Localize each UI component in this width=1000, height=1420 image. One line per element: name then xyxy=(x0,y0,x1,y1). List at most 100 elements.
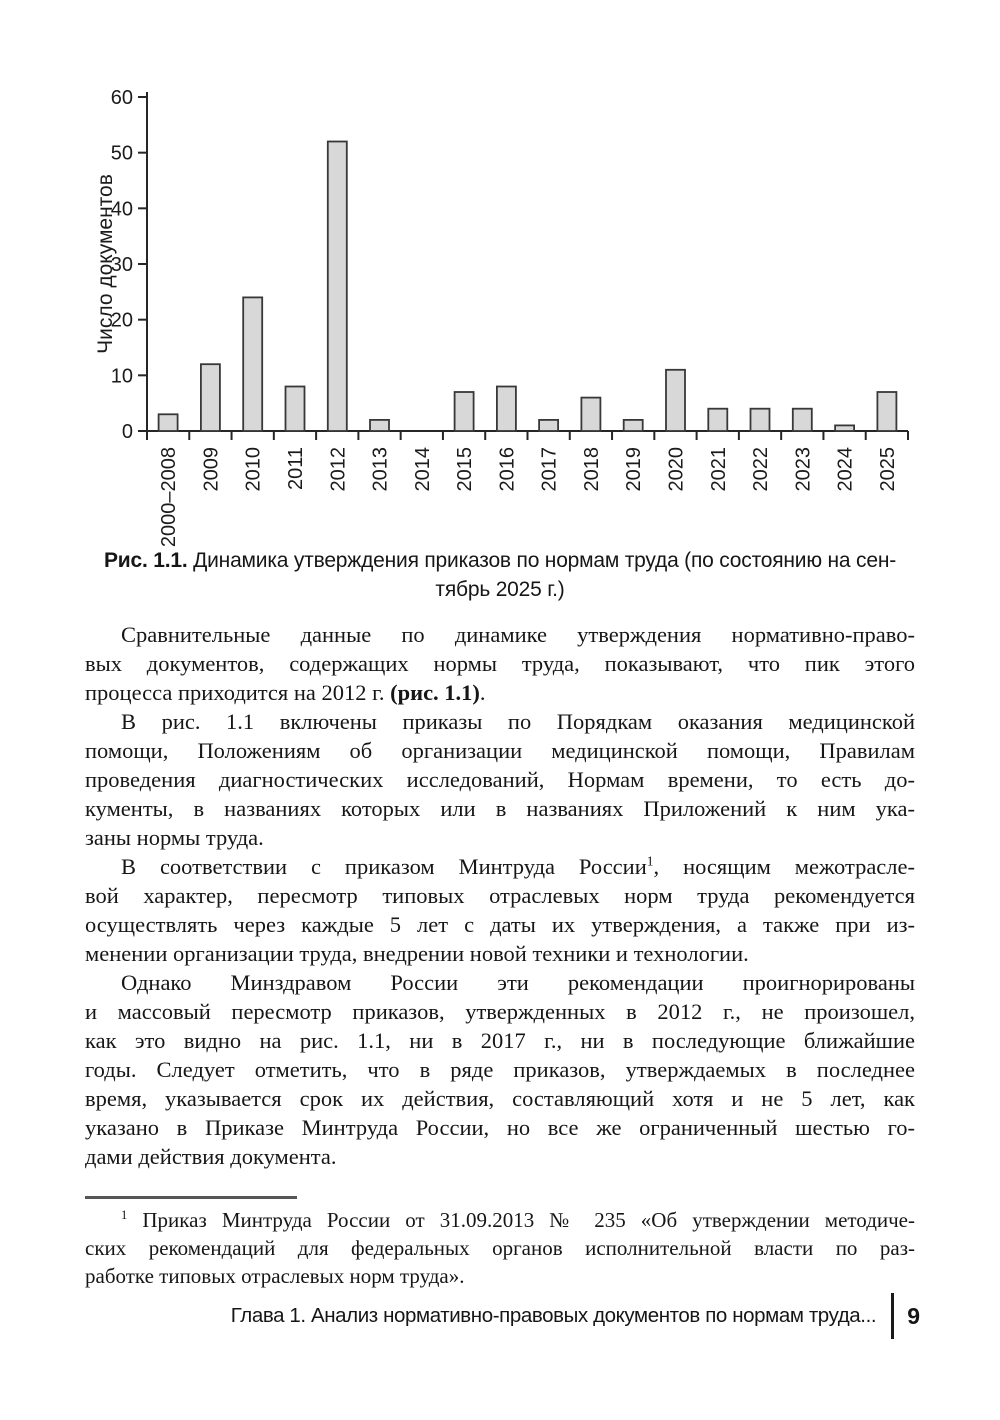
page-number: 9 xyxy=(907,1302,920,1329)
bar-2020 xyxy=(665,368,686,432)
y-tick-label: 10 xyxy=(111,365,133,387)
text-line: В рис. 1.1 включены приказы по Порядкам … xyxy=(85,707,915,736)
paragraph: Сравнительные данные по динамике утвержд… xyxy=(85,620,915,707)
text-segment: менении организации труда, внедрении нов… xyxy=(85,941,749,966)
footnote-marker: 1 xyxy=(646,853,654,869)
x-tick-label: 2011 xyxy=(285,447,307,490)
x-tick-label: 2021 xyxy=(708,447,730,492)
paragraph: Однако Минздравом России эти рекомендаци… xyxy=(85,968,915,1171)
x-tick-label: 2017 xyxy=(539,447,561,492)
text-segment: проведения диагностических исследований,… xyxy=(85,767,915,792)
text-segment: вых документов, содержащих нормы труда, … xyxy=(85,651,915,676)
bar-2012 xyxy=(326,140,348,432)
text-line: и массовый пересмотр приказов, утвержден… xyxy=(85,997,915,1026)
bars xyxy=(157,140,898,432)
caption-line-2: тябрь 2025 г.) xyxy=(435,578,565,601)
caption-label: Рис. 1.1. xyxy=(103,549,188,572)
text-line: дами действия документа. xyxy=(85,1142,915,1171)
x-tick-label: 2019 xyxy=(623,447,645,492)
text-segment: ских рекомендаций для федеральных органо… xyxy=(85,1236,915,1260)
x-tick-label: 2023 xyxy=(792,447,814,492)
x-tick-label: 2009 xyxy=(200,447,222,492)
y-axis-title: Число документов xyxy=(94,174,117,354)
text-line: указано в Приказе Минтруда России, но вс… xyxy=(85,1113,915,1142)
y-tick-label: 60 xyxy=(111,87,133,109)
running-title: Глава 1. Анализ нормативно-правовых доку… xyxy=(230,1304,877,1327)
bar-2019 xyxy=(622,418,644,432)
body-text: Сравнительные данные по динамике утвержд… xyxy=(85,620,915,1171)
text-segment: заны нормы труда. xyxy=(85,825,264,850)
bar-2023 xyxy=(791,407,813,432)
x-tick-label: 2015 xyxy=(454,447,476,492)
x-tick-label: 2024 xyxy=(835,447,857,492)
text-line: процесса приходится на 2012 г. (рис. 1.1… xyxy=(85,678,915,707)
bar-2021 xyxy=(707,407,729,432)
bar-2015 xyxy=(453,391,475,432)
x-tick-label: 2012 xyxy=(327,447,349,492)
bar-2011 xyxy=(284,385,306,432)
x-tick-label: 2000–2008 xyxy=(158,447,180,547)
x-tick-label: 2014 xyxy=(412,447,434,492)
text-line: осуществлять через каждые 5 лет с даты и… xyxy=(85,910,915,939)
footnote-separator xyxy=(85,1196,297,1199)
figure-caption: Рис. 1.1. Динамика утверждения приказов … xyxy=(85,546,915,604)
page-footer: Глава 1. Анализ нормативно-правовых доку… xyxy=(231,1292,920,1340)
x-axis xyxy=(146,431,909,440)
text-line: 1 Приказ Минтруда России от 31.09.2013 №… xyxy=(85,1206,915,1234)
bar-2009 xyxy=(199,363,221,432)
text-line: вых документов, содержащих нормы труда, … xyxy=(85,649,915,678)
text-segment: дами действия документа. xyxy=(85,1144,337,1169)
text-segment: кументы, в названиях которых или в назва… xyxy=(85,796,915,821)
text-segment: как это видно на рис. 1.1, ни в 2017 г.,… xyxy=(85,1028,915,1053)
text-line: годы. Следует отметить, что в ряде прика… xyxy=(85,1055,915,1084)
y-tick-label: 30 xyxy=(111,254,133,276)
text-segment: (рис. 1.1) xyxy=(390,680,480,705)
x-tick-label: 2020 xyxy=(666,447,688,492)
text-line: работке типовых отраслевых норм труда». xyxy=(85,1262,915,1290)
text-line: заны нормы труда. xyxy=(85,823,915,852)
text-segment: вой характер, пересмотр типовых отраслев… xyxy=(85,883,915,908)
text-segment: . xyxy=(479,680,486,705)
y-tick-label: 40 xyxy=(111,198,133,220)
text-segment: процесса приходится на 2012 г. xyxy=(85,680,391,705)
text-line: менении организации труда, внедрении нов… xyxy=(85,939,915,968)
footnote: 1 Приказ Минтруда России от 31.09.2013 №… xyxy=(85,1206,915,1290)
text-segment: работке типовых отраслевых норм труда». xyxy=(85,1264,465,1288)
text-segment: и массовый пересмотр приказов, утвержден… xyxy=(85,999,915,1024)
text-segment: В соответствии с приказом Минтруда Росси… xyxy=(121,854,647,879)
bar-2000–2008 xyxy=(157,413,179,432)
y-axis: 0 10 20 30 40 50 60 xyxy=(111,87,147,443)
text-line: ских рекомендаций для федеральных органо… xyxy=(85,1234,915,1262)
bar-2013 xyxy=(369,418,390,432)
paragraph: В рис. 1.1 включены приказы по Порядкам … xyxy=(85,707,915,852)
caption-line-1: Рис. 1.1. Динамика утверждения приказов … xyxy=(85,546,915,575)
text-line: время, указывается срок их действия, сос… xyxy=(85,1084,915,1113)
bar-2024 xyxy=(834,424,855,432)
x-tick-label: 2013 xyxy=(370,447,392,492)
y-tick-label: 20 xyxy=(111,310,133,332)
bar-2025 xyxy=(876,391,898,432)
bar-2022 xyxy=(749,407,771,432)
text-line: как это видно на рис. 1.1, ни в 2017 г.,… xyxy=(85,1026,915,1055)
footnote-marker: 1 xyxy=(121,1208,128,1222)
text-line: Сравнительные данные по динамике утвержд… xyxy=(85,620,915,649)
text-segment: Приказ Минтруда России от 31.09.2013 № 2… xyxy=(127,1208,915,1232)
bar-2010 xyxy=(242,296,264,432)
bar-2017 xyxy=(538,418,560,432)
text-segment: Однако Минздравом России эти рекомендаци… xyxy=(121,970,915,995)
footer-divider xyxy=(891,1293,895,1339)
y-tick-label: 0 xyxy=(122,421,133,443)
text-line: В соответствии с приказом Минтруда Росси… xyxy=(85,852,915,881)
bar-2016 xyxy=(495,385,517,432)
x-tick-label: 2025 xyxy=(877,447,899,492)
text-segment: , носящим межотрасле- xyxy=(653,854,915,879)
text-line: Однако Минздравом России эти рекомендаци… xyxy=(85,968,915,997)
text-segment: помощи, Положениям об организации медици… xyxy=(85,738,915,763)
text-segment: Сравнительные данные по динамике утвержд… xyxy=(121,622,915,647)
x-tick-label: 2010 xyxy=(243,447,265,492)
x-axis-labels: 2000–2008 2009 2010 2011 2012 2013 2014 2015 201… xyxy=(158,447,899,547)
y-tick-label: 50 xyxy=(111,143,133,165)
text-segment: В рис. 1.1 включены приказы по Порядкам … xyxy=(121,709,915,734)
